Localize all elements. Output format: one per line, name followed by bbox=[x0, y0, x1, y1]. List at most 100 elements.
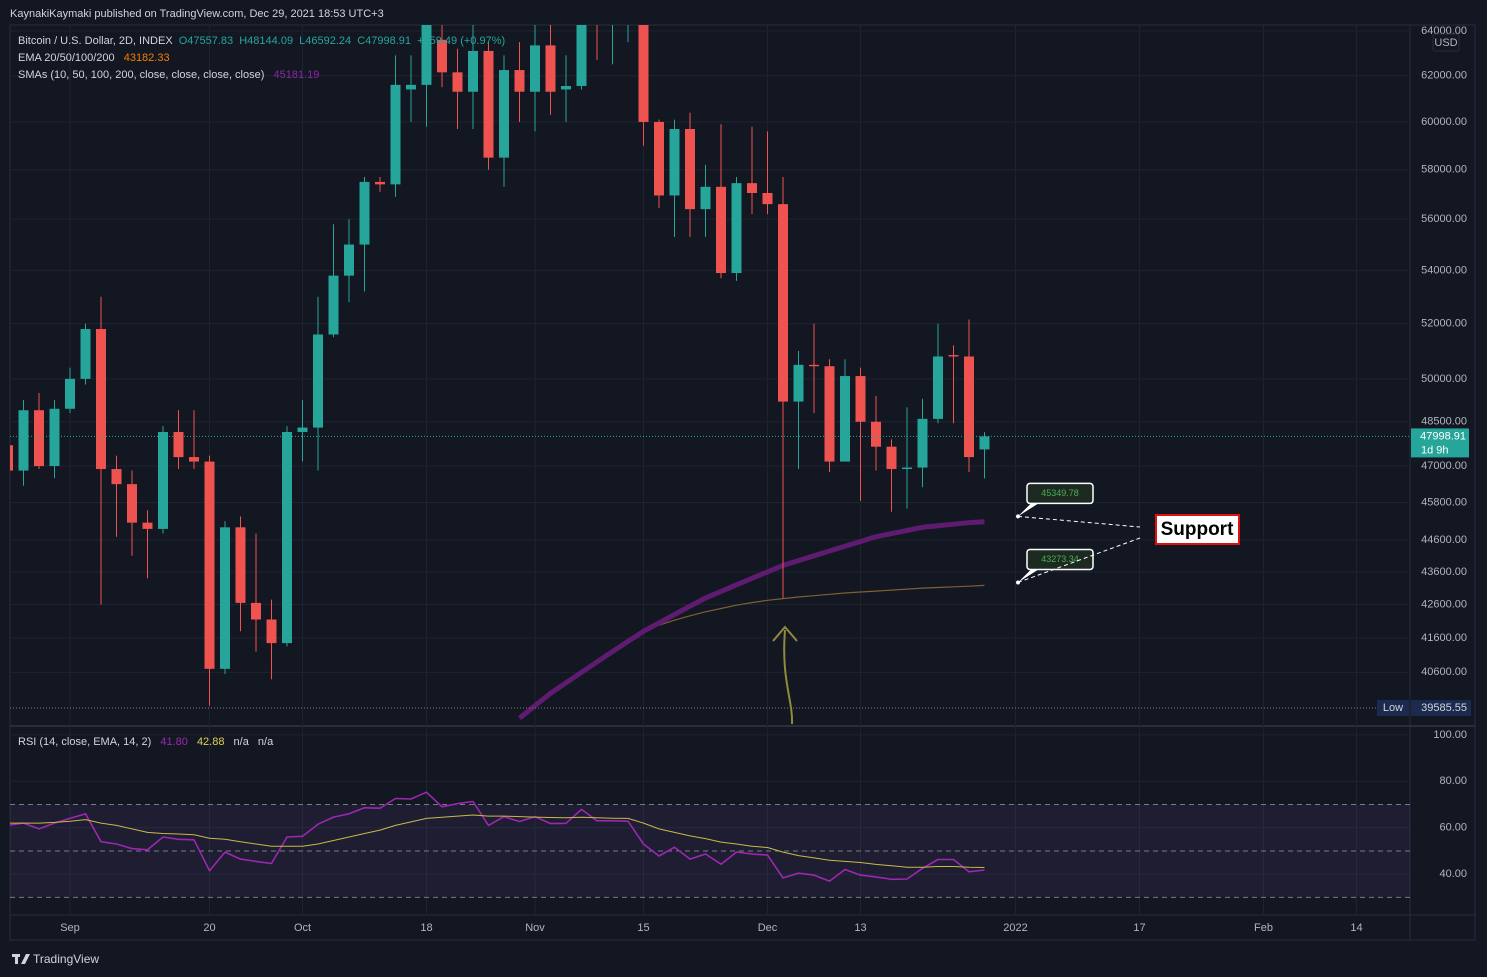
logo bbox=[12, 954, 30, 964]
candle-body bbox=[809, 364, 819, 367]
rsi-tick-label: 100.00 bbox=[1433, 729, 1467, 741]
rsi-line bbox=[10, 814, 985, 868]
currency-badge bbox=[1432, 33, 1460, 52]
y-tick-label: 60000.00 bbox=[1421, 116, 1467, 128]
candle-body bbox=[251, 602, 261, 620]
publisher: KaynakiKaymaki published on TradingView.… bbox=[10, 8, 384, 20]
candle-body bbox=[127, 484, 137, 523]
ema-legend: EMA 20/50/100/200 43182.33 bbox=[18, 52, 170, 64]
candle-body bbox=[96, 329, 106, 470]
brand: TradingView bbox=[33, 952, 99, 966]
x-tick-label: 2022 bbox=[1003, 922, 1027, 934]
candle-body bbox=[375, 181, 385, 185]
moving-average bbox=[517, 519, 985, 721]
arrow-head bbox=[772, 625, 798, 642]
candle-body bbox=[421, 25, 432, 85]
rsi-tick-label: 80.00 bbox=[1439, 775, 1467, 787]
low-badge bbox=[1377, 699, 1409, 716]
candle-body bbox=[390, 84, 401, 185]
sma-value: 45181.19 bbox=[273, 69, 319, 81]
overlay: 64000.0062000.0060000.0058000.0056000.00… bbox=[60, 25, 1471, 934]
rsi-band-fill bbox=[10, 804, 1410, 898]
y-tick-label: 50000.00 bbox=[1421, 373, 1467, 385]
rsi-title: RSI (14, close, EMA, 14, 2) bbox=[18, 736, 151, 748]
low-value: 39585.55 bbox=[1421, 702, 1467, 714]
price-pane bbox=[10, 25, 1410, 721]
candle-body bbox=[778, 204, 788, 402]
candle-body bbox=[979, 436, 990, 450]
logo-part bbox=[15, 954, 18, 964]
y-tick-label: 41600.00 bbox=[1421, 632, 1467, 644]
candle-body bbox=[158, 431, 168, 529]
x-tick-label: 13 bbox=[854, 922, 866, 934]
candle-body bbox=[266, 619, 277, 644]
callout-text: 43273.34 bbox=[1041, 554, 1079, 564]
countdown: 1d 9h bbox=[1421, 444, 1449, 456]
ohlc-change: +459.49 (+0.97%) bbox=[417, 35, 505, 47]
candle-body bbox=[80, 329, 91, 379]
ema-value: 43182.33 bbox=[124, 52, 170, 64]
y-tick-label: 43600.00 bbox=[1421, 566, 1467, 578]
callout-text: 45349.78 bbox=[1041, 488, 1079, 498]
candle-body bbox=[18, 410, 29, 471]
y-tick-label: 48500.00 bbox=[1421, 416, 1467, 428]
callout-box bbox=[1026, 482, 1094, 505]
x-tick-label: Nov bbox=[525, 922, 545, 934]
candle-body bbox=[189, 457, 199, 462]
low-label: Low bbox=[1383, 702, 1403, 714]
rsi-legend: RSI (14, close, EMA, 14, 2) 41.80 42.88 … bbox=[18, 736, 274, 748]
rsi-extra: n/a bbox=[234, 736, 250, 748]
y-tick-label: 54000.00 bbox=[1421, 264, 1467, 276]
candle-body bbox=[933, 356, 943, 419]
y-tick-label: 52000.00 bbox=[1421, 317, 1467, 329]
rsi-ma-value: 42.88 bbox=[197, 736, 225, 748]
candle-body bbox=[111, 469, 122, 485]
candle-body bbox=[561, 86, 571, 90]
x-tick-label: Oct bbox=[294, 922, 311, 934]
x-tick-label: 14 bbox=[1350, 922, 1362, 934]
candle-body bbox=[964, 356, 974, 458]
support-label: Support bbox=[1161, 519, 1234, 540]
candle-body bbox=[902, 467, 912, 470]
candle-body bbox=[10, 445, 13, 471]
candle-body bbox=[638, 25, 649, 122]
support-box bbox=[1155, 514, 1240, 545]
chart-frame bbox=[9, 24, 1476, 941]
callout-box bbox=[1026, 548, 1094, 571]
y-tick-label: 62000.00 bbox=[1421, 70, 1467, 82]
candle-body bbox=[437, 39, 447, 73]
x-tick-label: 17 bbox=[1133, 922, 1145, 934]
low-value-badge bbox=[1411, 699, 1471, 716]
callout-pointer bbox=[1018, 568, 1040, 583]
main-legend: Bitcoin / U.S. Dollar, 2D, INDEX O47557.… bbox=[18, 35, 505, 47]
candle-body bbox=[142, 522, 153, 529]
y-tick-label: 42600.00 bbox=[1421, 598, 1467, 610]
candle-body bbox=[685, 129, 695, 210]
candle-body bbox=[731, 183, 742, 274]
x-tick-label: Feb bbox=[1254, 922, 1273, 934]
candle-body bbox=[855, 376, 866, 422]
candle-body bbox=[65, 378, 75, 409]
ohlc-close: C47998.91 bbox=[357, 35, 411, 47]
callout-pointer bbox=[1018, 502, 1040, 517]
candle-body bbox=[328, 275, 339, 335]
rsi-extra: n/a bbox=[258, 736, 274, 748]
sma-legend: SMAs (10, 50, 100, 200, close, close, cl… bbox=[18, 69, 319, 81]
candle-body bbox=[716, 186, 726, 274]
ema-name: EMA 20/50/100/200 bbox=[18, 52, 115, 64]
rsi-line bbox=[10, 791, 985, 882]
currency: USD bbox=[1434, 37, 1457, 49]
x-tick-label: Sep bbox=[60, 922, 80, 934]
candle-body bbox=[499, 70, 509, 158]
y-tick-label: 44600.00 bbox=[1421, 534, 1467, 546]
last-price-label: 47998.91 bbox=[1420, 430, 1466, 442]
candle-body bbox=[793, 364, 804, 402]
candle-body bbox=[344, 244, 354, 276]
candle-body bbox=[700, 186, 711, 210]
symbol-title: Bitcoin / U.S. Dollar, 2D, INDEX bbox=[18, 35, 173, 47]
candle-body bbox=[468, 50, 478, 92]
candle-body bbox=[34, 410, 44, 467]
ohlc-low: L46592.24 bbox=[299, 35, 351, 47]
candle-body bbox=[669, 129, 680, 196]
